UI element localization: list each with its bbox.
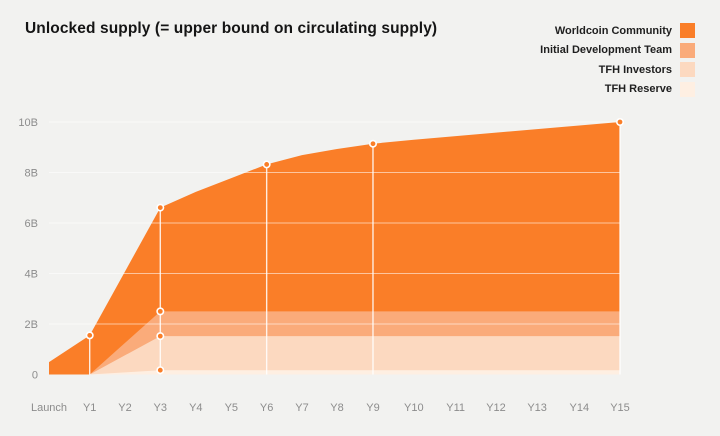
x-axis-label: Y13 <box>527 402 547 414</box>
data-point-marker <box>156 203 165 212</box>
y-axis-label: 0 <box>32 370 38 382</box>
data-point-marker <box>262 160 271 169</box>
data-point-marker <box>156 332 165 341</box>
data-point-marker <box>85 331 94 340</box>
legend-label: TFH Reserve <box>604 83 672 95</box>
legend-item-initial-development-team: Initial Development Team <box>540 42 695 58</box>
x-axis-label: Y10 <box>404 402 424 414</box>
data-point-marker <box>156 366 165 375</box>
legend-item-tfh-investors: TFH Investors <box>540 62 695 77</box>
y-axis-label: 6B <box>25 218 38 230</box>
area-worldcoin-community <box>49 122 620 375</box>
legend-swatch <box>680 23 695 38</box>
x-axis-label: Y12 <box>486 402 506 414</box>
x-axis-label: Y3 <box>154 402 167 414</box>
x-axis-label: Y14 <box>569 402 589 414</box>
legend-swatch <box>680 62 695 77</box>
legend-swatch <box>680 42 695 58</box>
x-axis-label: Y2 <box>118 402 131 414</box>
area-tfh-investors <box>49 336 620 375</box>
data-point-marker <box>156 307 165 316</box>
x-axis-label: Y15 <box>610 402 630 414</box>
legend-label: TFH Investors <box>598 63 672 76</box>
legend-label: Worldcoin Community <box>554 24 672 37</box>
legend-item-tfh-reserve: TFH Reserve <box>540 81 695 97</box>
legend-swatch <box>680 81 695 97</box>
x-axis-label: Y8 <box>330 402 343 414</box>
area-tfh-reserve <box>49 370 620 375</box>
data-point-marker <box>368 139 377 148</box>
x-axis-label: Launch <box>31 402 67 414</box>
x-axis-label: Y11 <box>446 402 465 414</box>
x-axis-label: Y9 <box>366 402 379 414</box>
y-axis-label: 8B <box>25 168 38 180</box>
x-axis-label: Y7 <box>295 402 308 414</box>
x-axis-label: Y1 <box>83 402 96 414</box>
x-axis-label: Y4 <box>189 402 202 414</box>
y-axis-label: 10B <box>18 117 38 129</box>
legend-item-worldcoin-community: Worldcoin Community <box>540 23 695 38</box>
data-point-marker <box>615 118 624 127</box>
y-axis-label: 2B <box>25 319 38 331</box>
chart-title: Unlocked supply (= upper bound on circul… <box>25 20 438 37</box>
x-axis-label: Y6 <box>260 402 273 414</box>
y-axis-label: 4B <box>25 269 38 281</box>
legend: Worldcoin Community Initial Development … <box>540 23 695 101</box>
legend-label: Initial Development Team <box>540 44 672 56</box>
x-axis-label: Y5 <box>225 402 238 414</box>
